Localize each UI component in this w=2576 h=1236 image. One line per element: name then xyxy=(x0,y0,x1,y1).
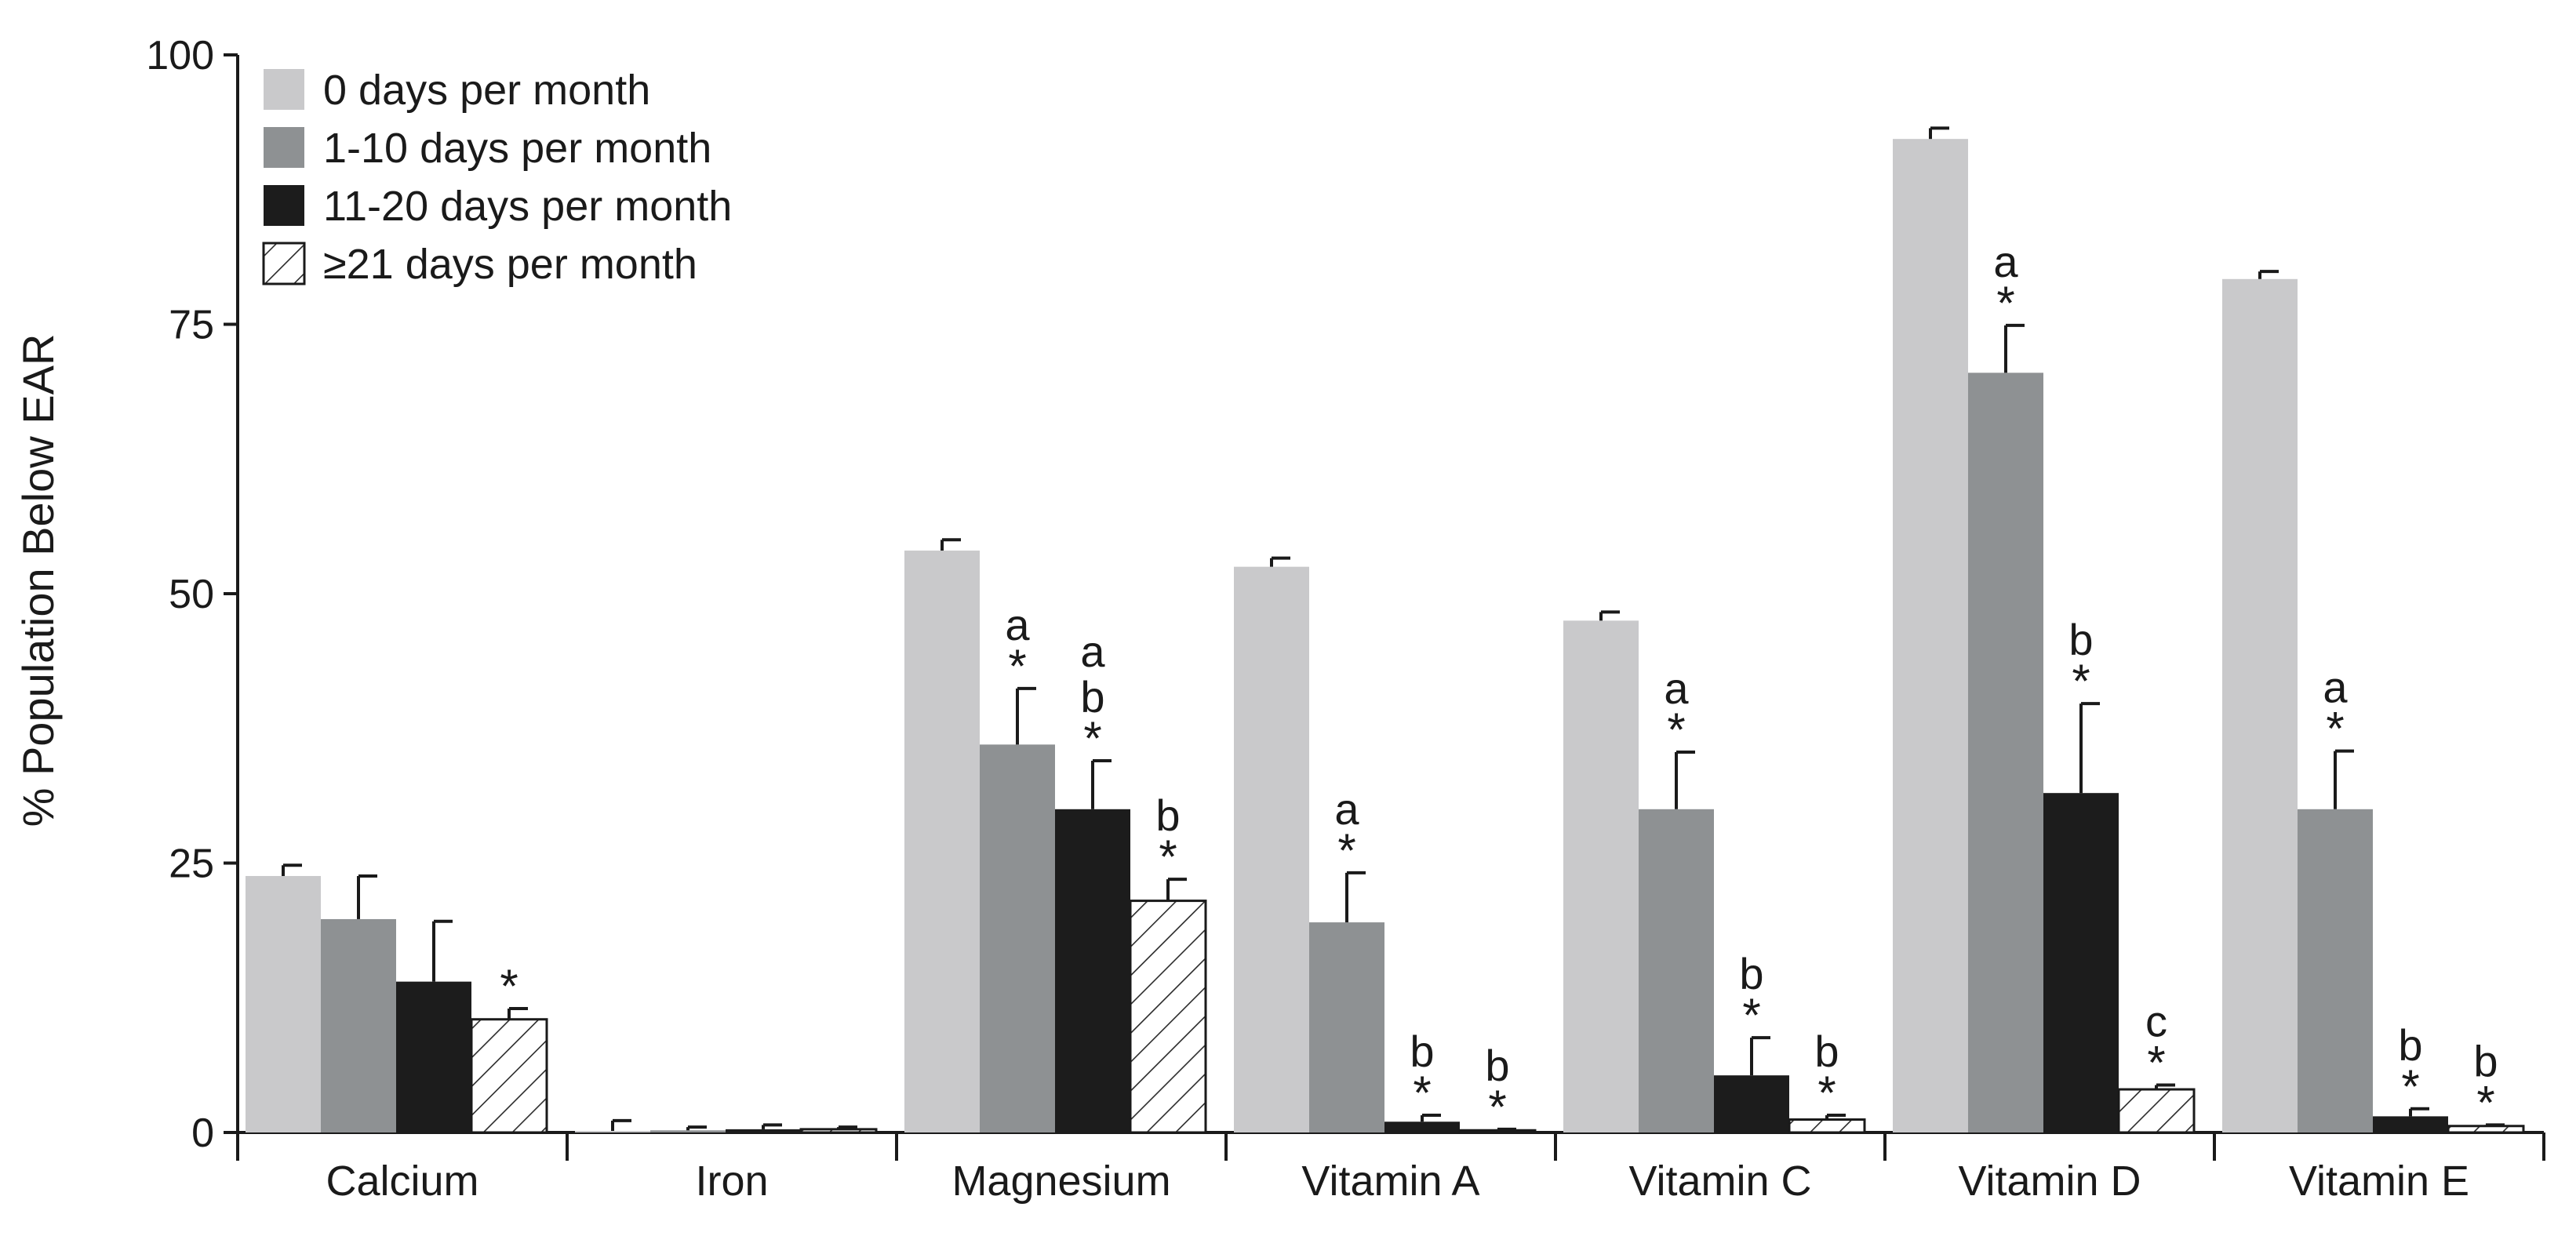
significance-letter: b xyxy=(1814,1027,1839,1076)
legend-swatch xyxy=(264,69,304,110)
y-tick-label: 75 xyxy=(169,303,214,348)
x-tick-label: Iron xyxy=(695,1158,768,1205)
legend: 0 days per month 1-10 days per month 11-20… xyxy=(262,67,732,288)
bar xyxy=(1968,373,2043,1133)
bar xyxy=(726,1129,801,1132)
bar xyxy=(1563,620,1639,1132)
significance-letter: b xyxy=(2398,1020,2422,1070)
legend-label: ≥21 days per month xyxy=(323,241,697,288)
significance-letter: b xyxy=(1080,672,1104,722)
x-tick-label: Vitamin A xyxy=(1301,1158,1479,1205)
bar xyxy=(575,1131,650,1132)
legend-label: 11-20 days per month xyxy=(323,183,732,230)
bar xyxy=(321,918,396,1132)
legend-swatch xyxy=(264,127,304,168)
significance-asterisk: * xyxy=(1008,640,1026,693)
significance-letter: b xyxy=(2473,1036,2498,1085)
bar xyxy=(2117,1088,2196,1134)
legend-label: 1-10 days per month xyxy=(323,125,711,172)
bar xyxy=(1714,1075,1789,1132)
bar xyxy=(1788,1118,1866,1134)
significance-letter: c xyxy=(2145,997,2167,1046)
significance-letter: b xyxy=(2068,615,2093,664)
bar xyxy=(980,744,1055,1132)
significance-asterisk: * xyxy=(1996,277,2014,329)
y-tick-label: 25 xyxy=(169,842,214,887)
y-tick-label: 50 xyxy=(169,572,214,617)
significance-asterisk: * xyxy=(2147,1037,2165,1089)
significance-letter: a xyxy=(1993,237,2018,286)
significance-asterisk: * xyxy=(2401,1060,2419,1113)
legend-swatch xyxy=(262,242,306,285)
bar xyxy=(2298,809,2373,1132)
significance-asterisk: * xyxy=(2476,1076,2494,1129)
significance-letter: b xyxy=(1485,1041,1509,1090)
bar xyxy=(1309,922,1384,1132)
bar xyxy=(904,551,980,1132)
significance-letter: b xyxy=(1155,791,1180,840)
bar xyxy=(246,875,321,1132)
bar xyxy=(2373,1116,2448,1132)
y-tick-label: 100 xyxy=(146,33,214,78)
significance-asterisk: * xyxy=(1817,1067,1836,1119)
significance-asterisk: * xyxy=(1667,703,1685,756)
x-tick-label: Vitamin C xyxy=(1628,1158,1811,1205)
bar xyxy=(1055,809,1130,1132)
significance-asterisk: * xyxy=(1083,712,1101,765)
significance-letter: a xyxy=(2323,663,2348,712)
bar xyxy=(1893,139,1968,1132)
significance-asterisk: * xyxy=(500,960,518,1012)
bar xyxy=(650,1130,726,1132)
significance-asterisk: * xyxy=(1742,989,1760,1042)
significance-letter: b xyxy=(1739,949,1763,998)
bar xyxy=(2043,793,2119,1132)
significance-letter: b xyxy=(1410,1027,1434,1076)
bar xyxy=(1234,566,1309,1132)
bar xyxy=(396,981,471,1132)
significance-asterisk: * xyxy=(1337,824,1355,877)
significance-letter: a xyxy=(1080,627,1105,676)
significance-letter: a xyxy=(1664,663,1689,713)
x-tick-label: Calcium xyxy=(326,1158,478,1205)
bar xyxy=(470,1018,548,1134)
bar xyxy=(1639,809,1714,1132)
significance-asterisk: * xyxy=(2072,655,2090,707)
x-tick-label: Vitamin E xyxy=(2289,1158,2469,1205)
bar xyxy=(1384,1121,1460,1132)
legend-swatch xyxy=(264,185,304,226)
significance-letter: a xyxy=(1334,784,1359,834)
significance-asterisk: * xyxy=(2326,703,2344,755)
significance-letter: a xyxy=(1005,600,1030,649)
x-tick-label: Vitamin D xyxy=(1958,1158,2141,1205)
legend-label: 0 days per month xyxy=(323,67,650,114)
significance-asterisk: * xyxy=(1488,1081,1506,1133)
y-tick-label: 0 xyxy=(191,1111,214,1156)
bar xyxy=(2222,278,2298,1132)
x-tick-label: Magnesium xyxy=(951,1158,1170,1205)
bar xyxy=(1129,900,1207,1134)
bar xyxy=(799,1128,878,1134)
significance-asterisk: * xyxy=(1413,1067,1431,1119)
y-axis-title: % Population Below EAR xyxy=(13,334,63,827)
significance-asterisk: * xyxy=(1159,831,1177,883)
